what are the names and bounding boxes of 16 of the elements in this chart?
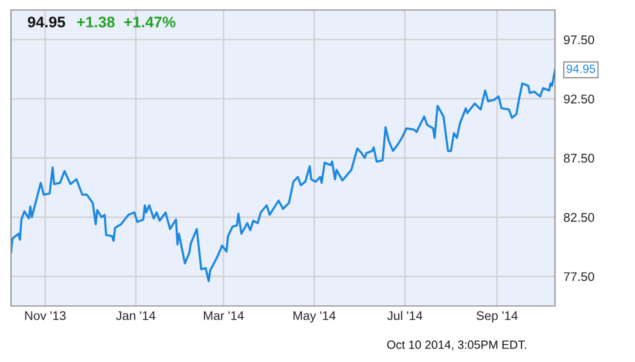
- x-tick-label: Jul '14: [387, 310, 422, 320]
- chart-title: 94.95: [28, 16, 66, 28]
- y-tick-label: 87.50: [564, 154, 594, 163]
- x-tick-label: Nov '13: [25, 311, 66, 320]
- annotation: 94.95: [566, 64, 596, 73]
- x-tick-label: Sep '14: [476, 311, 518, 323]
- line-series: [11, 68, 555, 282]
- y-tick-label: 77.50: [564, 272, 594, 282]
- y-tick-label: 92.50: [564, 94, 594, 104]
- y-tick-label: 82.50: [564, 213, 594, 222]
- chart-subtitle: +1.38 +1.47%: [77, 16, 176, 28]
- x-tick-label: Mar '14: [204, 311, 244, 320]
- x-tick-label: May '14: [294, 311, 336, 323]
- y-tick-label: 97.50: [564, 35, 594, 44]
- text: Oct 10 2014, 3:05PM EDT.: [387, 340, 526, 350]
- x-tick-label: Jan '14: [116, 311, 156, 320]
